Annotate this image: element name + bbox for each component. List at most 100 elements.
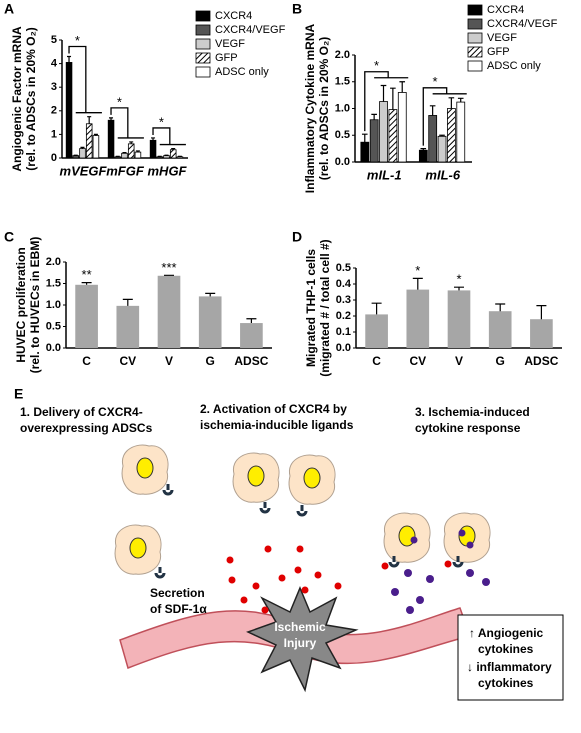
bar — [114, 156, 122, 159]
error-bar — [429, 105, 436, 116]
error-bar — [536, 305, 547, 320]
ligands — [226, 545, 452, 614]
bar — [447, 108, 456, 163]
x-tick-label: C — [372, 354, 381, 368]
bar — [428, 115, 438, 163]
legend-swatch — [467, 4, 483, 16]
y-tick-label: 3 — [51, 81, 57, 93]
bar — [176, 156, 184, 159]
bar — [397, 92, 407, 163]
y-tick-label: 2 — [51, 105, 57, 117]
outcome-text: cytokines — [478, 676, 534, 690]
error-bar — [109, 117, 114, 121]
error-bar — [390, 87, 396, 110]
error-bar — [495, 303, 506, 312]
y-tick-label: 0.2 — [336, 310, 351, 322]
outcome-box — [457, 614, 564, 701]
step-title: 3. Ischemia-induced — [415, 405, 530, 419]
error-bar — [122, 298, 133, 306]
x-tick-label: CV — [409, 354, 426, 368]
significance-label: * — [415, 263, 420, 278]
legend-label: CXCR4 — [215, 10, 252, 22]
legend-swatch — [467, 46, 483, 58]
legend-label: VEGF — [487, 32, 517, 44]
bar — [360, 141, 370, 163]
y-axis-label: Migrated THP-1 cells — [304, 249, 318, 367]
bar — [365, 314, 388, 348]
legend-label: CXCR4/VEGF — [215, 24, 286, 36]
legend-swatch — [195, 38, 211, 50]
error-bar — [399, 81, 406, 93]
bar — [116, 305, 140, 348]
error-bar — [457, 97, 464, 103]
legend-label: ADSC only — [215, 66, 269, 78]
error-bar — [122, 151, 127, 154]
significance-label: * — [374, 58, 379, 73]
significance-label: * — [456, 272, 461, 287]
y-tick-label: 4 — [51, 58, 58, 70]
y-tick-label: 2.0 — [335, 49, 350, 61]
bar — [530, 319, 553, 348]
y-tick-label: 0.3 — [336, 294, 351, 306]
panel-label: B — [292, 1, 302, 17]
bar — [388, 109, 398, 163]
bar — [121, 152, 128, 159]
legend-label: ADSC only — [487, 60, 541, 72]
y-tick-label: 0.5 — [336, 262, 351, 274]
y-axis-label: HUVEC proliferation — [14, 247, 28, 362]
error-bar — [81, 282, 92, 285]
step-title: cytokine response — [415, 421, 521, 435]
y-tick-label: 0.4 — [336, 278, 352, 290]
bar — [488, 311, 512, 348]
secretion-label: of SDF-1α — [150, 602, 207, 616]
bar — [406, 289, 430, 348]
y-tick-label: 2.0 — [46, 256, 61, 268]
significance-label: * — [117, 94, 122, 109]
error-bar — [439, 134, 445, 137]
significance-bracket — [152, 127, 186, 146]
bar — [379, 101, 388, 163]
legend-swatch — [195, 10, 211, 22]
bar — [92, 135, 100, 159]
legend-swatch — [195, 66, 211, 78]
legend-swatch — [467, 18, 483, 30]
outcome-text: ↓ inflammatory — [467, 660, 552, 674]
error-bar — [371, 113, 377, 120]
bar — [456, 101, 466, 163]
significance-label: * — [75, 33, 80, 48]
x-tick-label: mFGF — [106, 163, 145, 178]
bar — [156, 156, 164, 159]
panel-label: A — [4, 1, 14, 17]
bar — [72, 155, 80, 159]
bar — [107, 119, 115, 159]
error-bar — [87, 116, 92, 124]
y-tick-label: 1.0 — [335, 102, 350, 114]
legend-label: CXCR4/VEGF — [487, 18, 558, 30]
y-axis-label: (rel. to ADSCs in 20% O₂) — [317, 37, 331, 181]
step-title: overexpressing ADSCs — [20, 421, 153, 435]
x-tick-label: CV — [119, 354, 136, 368]
x-tick-label: V — [165, 354, 173, 368]
legend-label: GFP — [215, 52, 238, 64]
y-tick-label: 0.1 — [336, 326, 351, 338]
secretion-label: Secretion — [150, 586, 205, 600]
bar — [157, 275, 181, 348]
step-title: 2. Activation of CXCR4 by — [200, 402, 347, 416]
y-tick-label: 5 — [51, 34, 57, 46]
bar — [369, 119, 379, 163]
y-axis-label: Angiogenic Factor mRNA — [10, 26, 24, 172]
error-bar — [135, 150, 140, 153]
cells — [114, 444, 491, 579]
y-tick-label: 0 — [51, 152, 57, 164]
outcome-text: ↑ Angiogenic — [469, 626, 544, 640]
error-bar — [93, 133, 98, 136]
error-bar — [205, 292, 216, 297]
error-bar — [361, 133, 368, 143]
significance-label: ** — [82, 267, 92, 282]
injury-label: Injury — [284, 636, 317, 650]
panel-label: D — [292, 229, 302, 245]
bar — [127, 143, 135, 159]
legend-swatch — [467, 32, 483, 44]
legend-label: VEGF — [215, 38, 245, 50]
